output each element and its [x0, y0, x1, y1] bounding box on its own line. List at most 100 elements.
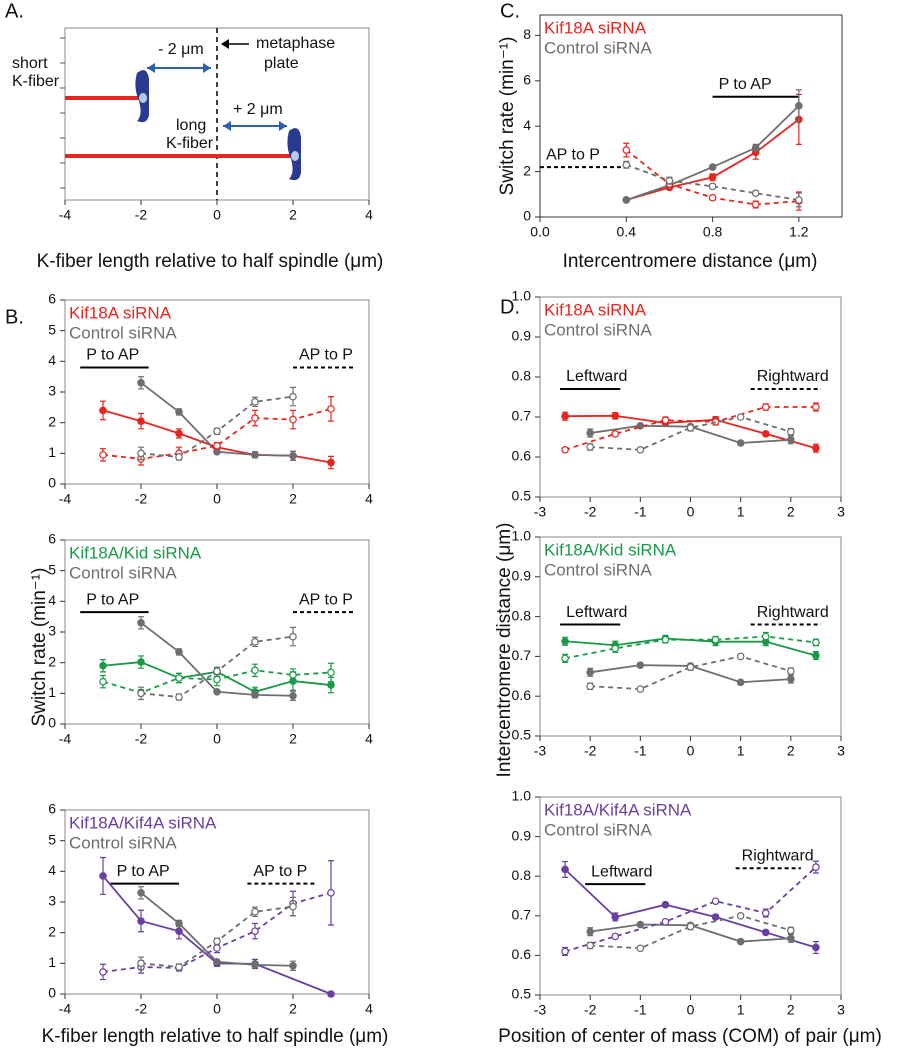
y-tick-label: 8: [523, 26, 531, 42]
plot-frame: [539, 14, 843, 218]
data-point: [708, 173, 717, 182]
x-tick-label: 0: [213, 731, 221, 747]
data-point: [213, 427, 221, 436]
data-point: [327, 458, 335, 467]
data-point: [99, 677, 107, 686]
series-line: [590, 416, 792, 451]
legend-label: Control siRNA: [69, 563, 177, 582]
data-point: [251, 961, 259, 969]
y-axis-label: Switch rate (min⁻¹): [29, 568, 50, 727]
x-tick-label: -4: [59, 1001, 72, 1017]
data-point: [213, 675, 221, 684]
data-point: [586, 429, 594, 437]
x-tick-label: 0: [687, 743, 695, 759]
data-point: [251, 638, 259, 646]
data-point: [213, 667, 221, 676]
annotation: Leftward: [566, 604, 627, 621]
x-tick-label: 4: [365, 207, 373, 223]
x-tick-label: -3: [534, 743, 547, 759]
data-point: [561, 445, 569, 454]
x-axis-label: Position of center of mass (COM) of pair…: [498, 1026, 882, 1047]
y-tick-label: 0.7: [512, 408, 532, 424]
x-tick-label: 2: [289, 207, 297, 223]
x-tick-label: -2: [135, 1001, 148, 1017]
data-point: [586, 668, 594, 677]
y-tick-label: 4: [48, 862, 56, 878]
y-tick-label: 1.0: [512, 788, 532, 804]
y-tick-label: 1: [48, 684, 56, 700]
y-tick-label: 6: [48, 531, 56, 547]
x-tick-label: 2: [787, 743, 795, 759]
y-tick-label: 4: [48, 352, 56, 368]
series-line: [140, 905, 294, 968]
data-point: [686, 922, 695, 931]
data-point: [99, 872, 107, 880]
x-tick-label: 0.4: [617, 224, 637, 240]
y-tick-label: 0.9: [512, 328, 532, 344]
label-short-fiber: K-fiber: [12, 73, 60, 90]
x-tick-label: 3: [837, 1002, 845, 1018]
data-point: [561, 947, 569, 956]
x-tick-label: 3: [837, 743, 845, 759]
label-long-fiber: K-fiber: [166, 135, 214, 152]
data-point: [812, 943, 820, 952]
data-point: [661, 416, 670, 425]
data-point: [736, 439, 745, 447]
y-tick-label: 2: [523, 162, 531, 178]
panel-label: B.: [5, 306, 24, 328]
data-point: [761, 928, 770, 937]
data-point: [137, 917, 145, 925]
data-point: [175, 408, 183, 416]
data-point: [787, 934, 795, 943]
series-line: [625, 163, 799, 201]
data-point: [761, 429, 770, 438]
data-point: [251, 414, 259, 422]
data-point: [812, 403, 820, 411]
data-point: [289, 671, 297, 679]
legend-label: Control siRNA: [544, 820, 652, 839]
data-point: [812, 863, 820, 871]
y-tick-label: 1.0: [512, 288, 532, 304]
data-point: [736, 911, 745, 920]
data-point: [611, 429, 620, 438]
data-point: [327, 990, 335, 998]
data-point: [137, 449, 145, 458]
y-tick-label: 0.6: [512, 687, 532, 703]
data-point: [611, 411, 620, 420]
annotation: Leftward: [591, 863, 652, 880]
data-point: [137, 888, 145, 897]
y-tick-label: 2: [48, 413, 56, 429]
data-point: [289, 902, 297, 911]
x-tick-label: -2: [135, 731, 148, 747]
data-point: [812, 444, 820, 453]
x-tick-label: 0: [687, 1002, 695, 1018]
data-point: [711, 897, 720, 905]
data-point: [736, 678, 745, 687]
data-point: [137, 618, 145, 627]
y-tick-label: 0: [48, 715, 56, 731]
y-tick-label: 6: [48, 801, 56, 817]
kinetochore-core: [291, 151, 299, 161]
y-tick-label: 6: [523, 72, 531, 88]
data-point: [661, 917, 670, 926]
x-tick-label: 1: [737, 743, 745, 759]
data-point: [251, 691, 259, 699]
data-point: [327, 681, 335, 689]
legend-label: Control siRNA: [544, 560, 652, 579]
legend-label: Kif18A/Kid siRNA: [544, 540, 677, 559]
annotation: P to AP: [86, 347, 139, 364]
data-point: [622, 160, 631, 169]
data-point: [787, 435, 795, 444]
data-point: [327, 405, 335, 413]
x-tick-label: 2: [787, 1002, 795, 1018]
legend-label: Kif18A siRNA: [544, 300, 647, 319]
annotation: P to AP: [86, 591, 139, 608]
x-tick-label: 0: [213, 207, 221, 223]
x-tick-label: 2: [289, 731, 297, 747]
data-point: [586, 941, 594, 950]
y-tick-label: 4: [523, 117, 531, 133]
data-point: [636, 661, 645, 669]
data-point: [661, 635, 670, 644]
annotation: P to AP: [117, 863, 170, 880]
data-point: [175, 693, 183, 701]
